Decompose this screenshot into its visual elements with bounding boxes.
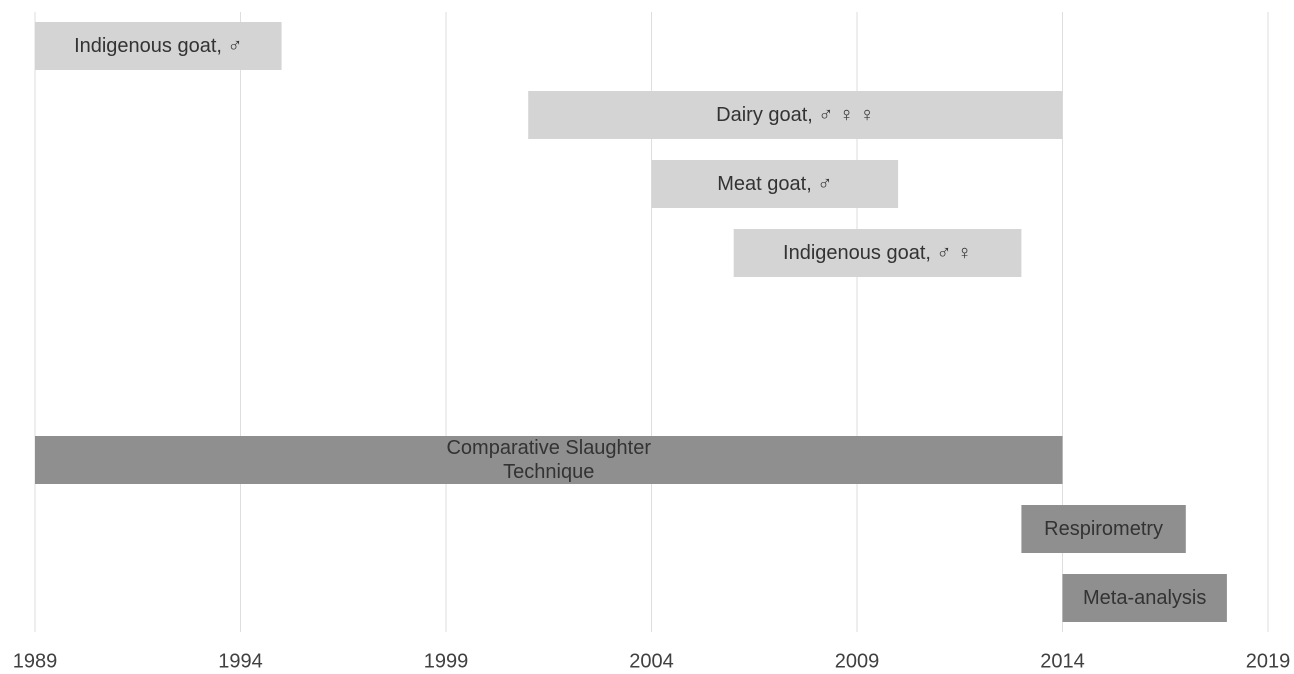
x-tick-label: 1994 [218,650,263,672]
bar-label: Indigenous goat, ♂ ♀ [783,242,973,264]
bar [1021,505,1186,553]
bar [35,436,1063,484]
x-tick-label: 1989 [13,650,58,672]
bar [1062,574,1227,622]
bar [733,229,1022,277]
bar-label: Comparative Slaughter Technique [446,437,652,483]
bar [35,22,282,70]
bar-label: Indigenous goat, ♂ [74,35,243,57]
bar-label: Dairy goat, ♂ ♀ ♀ [716,104,875,126]
bar-label: Meat goat, ♂ [717,173,833,195]
bar [528,91,1063,139]
bar [651,160,899,208]
x-tick-label: 2009 [835,650,880,672]
x-tick-label: 2004 [629,650,674,672]
x-tick-label: 2014 [1040,650,1085,672]
bar-label: Meta-analysis [1082,587,1207,609]
x-tick-label: 2019 [1246,650,1291,672]
x-tick-label: 1999 [424,650,469,672]
bar-label: Respirometry [1044,518,1164,540]
